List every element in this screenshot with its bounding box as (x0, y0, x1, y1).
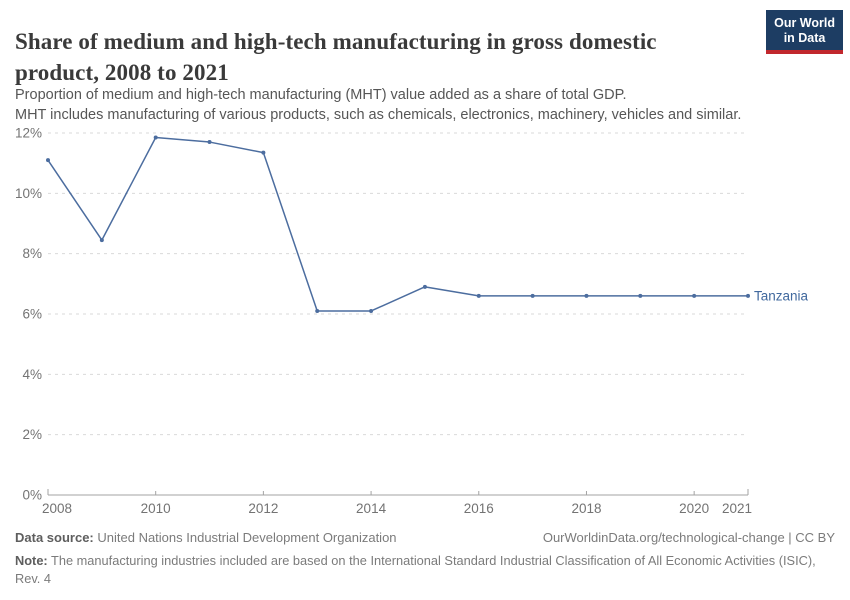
data-source: Data source: United Nations Industrial D… (15, 530, 397, 545)
y-tick-label: 10% (15, 186, 42, 201)
chart-note: Note: The manufacturing industries inclu… (15, 552, 835, 587)
series-line[interactable] (47, 136, 748, 312)
note-label: Note: (15, 553, 48, 568)
owid-link[interactable]: OurWorldinData.org/technological-change … (542, 530, 835, 545)
note-value: The manufacturing industries included ar… (15, 553, 816, 586)
y-tick-label: 8% (22, 246, 42, 261)
data-source-value: United Nations Industrial Development Or… (97, 530, 397, 545)
owid-logo-line2: in Data (783, 31, 826, 45)
x-tick-label: 2014 (356, 501, 387, 516)
source-row: Data source: United Nations Industrial D… (15, 530, 835, 545)
line-chart-canvas[interactable]: 0% 2% 4% 6% 8% 10% 12% 2008 2010 2012 2014 2016 2018… (0, 118, 850, 522)
x-tick-label: 2012 (248, 501, 278, 516)
x-tick-label: 2018 (571, 501, 601, 516)
subtitle-line1: Proportion of medium and high-tech manuf… (15, 87, 627, 103)
y-tick-label: 4% (22, 367, 42, 382)
data-point[interactable] (261, 150, 266, 155)
subtitle-line2: MHT includes manufacturing of various pr… (15, 107, 742, 123)
data-point[interactable] (530, 293, 535, 298)
entity-label[interactable]: Tanzania (754, 288, 809, 303)
x-tick-label: 2021 (722, 501, 752, 516)
data-point[interactable] (476, 293, 481, 298)
data-point[interactable] (746, 293, 750, 298)
data-point[interactable] (46, 158, 50, 163)
chart-footer: Data source: United Nations Industrial D… (15, 530, 835, 587)
data-point[interactable] (638, 293, 643, 298)
x-tick-label: 2008 (42, 501, 72, 516)
owid-logo[interactable]: Our World in Data (766, 10, 843, 54)
data-point[interactable] (692, 293, 697, 298)
owid-logo-line1: Our World (774, 16, 835, 30)
x-tick-label: 2010 (141, 501, 171, 516)
chart-subtitle: Proportion of medium and high-tech manuf… (15, 85, 815, 125)
y-tick-label: 6% (22, 307, 42, 322)
page-title: Share of medium and high-tech manufactur… (15, 29, 657, 85)
y-tick-label: 2% (22, 427, 42, 442)
data-point[interactable] (369, 308, 374, 313)
x-tick-label: 2020 (679, 501, 709, 516)
data-point[interactable] (584, 293, 589, 298)
data-point[interactable] (422, 284, 427, 289)
data-point[interactable] (315, 308, 320, 313)
data-point[interactable] (153, 135, 158, 140)
y-tick-label: 12% (15, 126, 42, 141)
data-point[interactable] (99, 238, 104, 243)
data-source-label: Data source: (15, 530, 94, 545)
x-tick-label: 2016 (464, 501, 494, 516)
data-point[interactable] (207, 140, 212, 145)
y-tick-label: 0% (22, 488, 42, 503)
